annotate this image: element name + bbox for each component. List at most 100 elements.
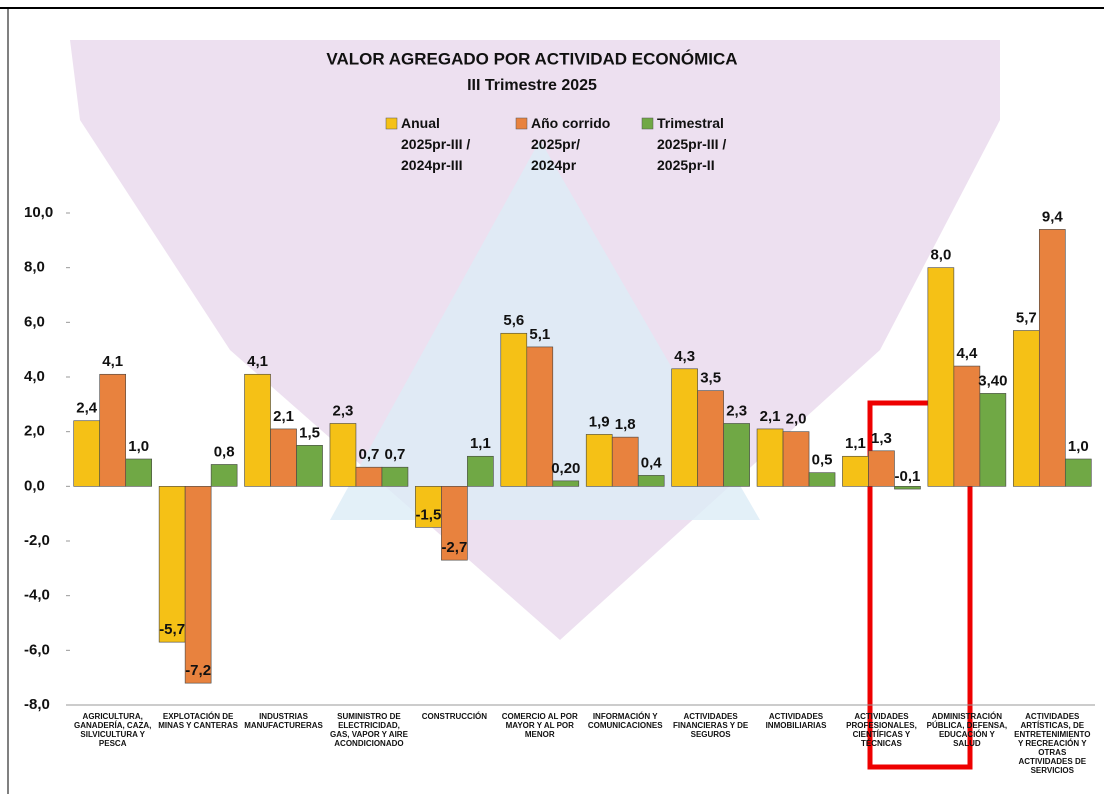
- value-label: 5,6: [503, 312, 524, 329]
- bar: [467, 455, 494, 487]
- value-label: 0,20: [551, 460, 580, 477]
- value-label: 4,4: [956, 345, 978, 362]
- x-tick-label: Construcción: [421, 712, 488, 721]
- x-tick-label: Actividades profesionales, científicas y…: [846, 712, 917, 748]
- bar: [671, 368, 698, 487]
- y-tick-label: -4,0: [24, 587, 50, 604]
- bar: [927, 267, 955, 487]
- x-tick-label: Explotación de minas y canteras: [158, 712, 238, 730]
- bar: [355, 466, 383, 487]
- bar: [210, 464, 238, 487]
- legend-swatch: [641, 117, 654, 130]
- bar: [842, 455, 869, 487]
- bar: [1064, 458, 1092, 487]
- legend-label: Anual 2025pr-III /2024pr-III: [401, 115, 470, 173]
- bar: [782, 431, 810, 487]
- value-label: 2,3: [333, 402, 354, 419]
- bar: [158, 486, 186, 643]
- legend-label: Año corrido 2025pr/2024pr: [531, 115, 610, 173]
- value-label: 2,1: [760, 408, 781, 425]
- x-tick-label: Actividades financieras y de seguros: [672, 712, 749, 739]
- value-label: 4,1: [102, 353, 123, 370]
- bar: [808, 472, 836, 487]
- value-label: 1,1: [845, 435, 866, 452]
- value-label: 1,0: [1068, 438, 1089, 455]
- y-tick-label: 4,0: [24, 368, 45, 385]
- background-emblem: [330, 140, 760, 520]
- y-tick-label: 8,0: [24, 259, 45, 276]
- bar: [270, 428, 297, 487]
- chart-subtitle: III Trimestre 2025: [467, 77, 597, 94]
- x-tick-label: Agricultura, ganadería, caza, silvicultu…: [74, 712, 152, 748]
- x-tick-label: Actividades artísticas, de entretenimien…: [1014, 712, 1091, 775]
- value-label: 1,3: [871, 430, 892, 447]
- bar: [637, 475, 665, 487]
- value-label: 5,1: [529, 326, 550, 343]
- value-label: -5,7: [159, 621, 185, 638]
- bar: [868, 450, 895, 487]
- bar: [723, 423, 750, 487]
- bar: [1012, 330, 1040, 487]
- value-label: 4,3: [674, 348, 695, 365]
- bar: [381, 466, 409, 487]
- bar: [585, 434, 613, 487]
- value-label: 3,5: [700, 370, 721, 387]
- value-label: 0,4: [641, 454, 663, 471]
- value-label: 2,1: [273, 408, 294, 425]
- x-tick-label: Información y comunicaciones: [587, 712, 663, 730]
- y-tick-label: 6,0: [24, 313, 45, 330]
- value-label: 1,9: [589, 413, 610, 430]
- value-label: 4,1: [247, 353, 268, 370]
- y-tick-label: 0,0: [24, 477, 45, 494]
- bar: [73, 420, 101, 487]
- value-label: 2,4: [76, 400, 98, 417]
- legend-swatch: [515, 117, 528, 130]
- value-label: 0,5: [812, 452, 833, 469]
- value-label: 8,0: [930, 247, 951, 264]
- legend-swatch: [385, 117, 398, 130]
- bar: [526, 346, 554, 487]
- value-label: 0,7: [359, 446, 380, 463]
- bar: [552, 480, 580, 487]
- value-label: 3,40: [978, 372, 1007, 389]
- chart-title: VALOR AGREGADO POR ACTIVIDAD ECONÓMICA: [326, 49, 737, 68]
- bar: [1038, 229, 1066, 487]
- bar: [756, 428, 784, 487]
- value-label: -1,5: [415, 506, 441, 523]
- bar: [697, 390, 724, 487]
- legend-label: Trimestral 2025pr-III /2025pr-II: [657, 115, 726, 173]
- bar: [979, 393, 1007, 487]
- x-tick-label: Comercio al por mayor y al por menor: [501, 712, 578, 739]
- y-tick-label: -2,0: [24, 532, 50, 549]
- bar: [329, 423, 357, 487]
- bar: [953, 365, 981, 487]
- bar: [611, 436, 639, 487]
- bar: [244, 373, 271, 487]
- value-label: 1,0: [128, 438, 149, 455]
- bar: [99, 373, 127, 487]
- bar: [125, 458, 153, 487]
- bar: [500, 332, 528, 487]
- value-label: 9,4: [1042, 208, 1064, 225]
- bar: [441, 486, 468, 561]
- y-tick-label: -8,0: [24, 696, 50, 713]
- bar: [894, 486, 921, 490]
- highlight-box: [867, 400, 973, 770]
- value-label: 2,3: [726, 402, 747, 419]
- value-label: -2,7: [441, 539, 467, 556]
- y-tick-label: 10,0: [24, 204, 53, 221]
- bar: [184, 486, 212, 684]
- y-tick-label: -6,0: [24, 641, 50, 658]
- value-label: 1,8: [615, 416, 636, 433]
- x-tick-label: Industrias manufactureras: [244, 712, 323, 730]
- value-label: -0,1: [895, 468, 921, 485]
- x-tick-label: Administración pública, defensa, educaci…: [926, 712, 1008, 748]
- x-tick-label: Actividades inmobiliarias: [765, 712, 827, 730]
- value-label: 0,7: [385, 446, 406, 463]
- value-label: 1,1: [470, 435, 491, 452]
- value-label: 1,5: [299, 424, 320, 441]
- value-label: -7,2: [185, 662, 211, 679]
- value-label: 0,8: [214, 443, 235, 460]
